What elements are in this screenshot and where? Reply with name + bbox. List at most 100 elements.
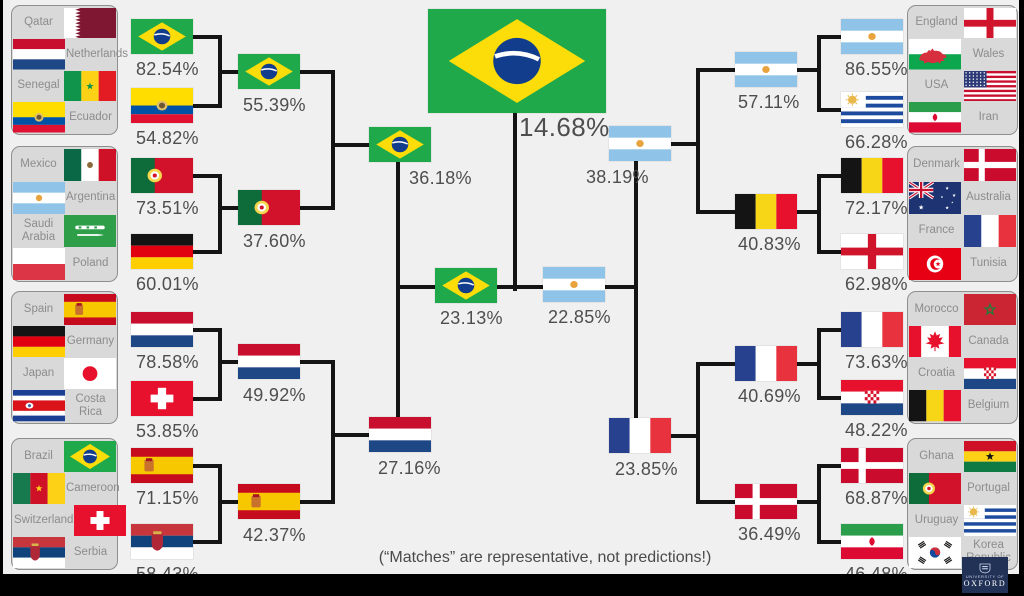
advance-percentage: 57.11%	[738, 92, 800, 112]
team-row: Morocco	[909, 293, 1016, 325]
uruguay-flag-icon	[964, 504, 1016, 536]
netherlands-flag-icon	[13, 39, 65, 70]
caption: (“Matches” are representative, not predi…	[378, 549, 712, 566]
group-box-right-4: Ghana Portugal Uruguay Korea Republic	[907, 438, 1018, 570]
advance-percentage: 82.54%	[136, 59, 199, 79]
team-name: England	[915, 16, 958, 29]
bracket-line	[218, 327, 222, 401]
team-name: Brazil	[24, 449, 53, 462]
morocco-flag-icon	[964, 293, 1016, 325]
team-row: Spain	[13, 293, 116, 325]
advance-percentage: 36.18%	[409, 168, 472, 188]
ghana-flag-icon	[964, 440, 1016, 472]
team-row: Switzerland	[13, 504, 127, 536]
advance-percentage: 68.87%	[845, 488, 908, 508]
advance-percentage: 71.15%	[136, 488, 199, 508]
team-name: Japan	[22, 367, 55, 380]
team-name: Tunisia	[970, 257, 1007, 270]
advance-percentage: 62.98%	[845, 274, 908, 294]
oxford-logo: UNIVERSITY OF OXFORD	[962, 557, 1008, 593]
advance-percentage: 42.37%	[243, 525, 306, 545]
bracket-line	[331, 359, 335, 504]
round16-denmark-flag-icon	[841, 448, 903, 483]
bracket-line	[817, 395, 841, 400]
team-name: Australia	[966, 191, 1011, 204]
team-name: USA	[924, 79, 949, 92]
team-name: Portugal	[967, 481, 1010, 494]
quarterfinal-denmark-flag-icon	[735, 484, 797, 519]
team-row: Australia	[909, 181, 1016, 214]
round16-france-flag-icon	[841, 312, 903, 347]
team-row: Poland	[13, 247, 116, 280]
final-brazil-flag-icon	[435, 268, 497, 303]
advance-percentage: 49.92%	[243, 385, 306, 405]
round16-belgium-flag-icon	[841, 158, 903, 193]
bracket-line	[817, 249, 841, 254]
japan-flag-icon	[64, 358, 116, 390]
bracket-line	[817, 34, 841, 39]
round16-argentina-flag-icon	[841, 19, 903, 54]
group-box-left-3: Spain Germany Japan Costa Rica	[11, 291, 118, 424]
bracket-line	[220, 69, 238, 74]
team-name: France	[918, 224, 955, 237]
germany-flag-icon	[13, 325, 65, 357]
bracket-line	[193, 463, 222, 468]
team-row: Cameroon	[13, 472, 120, 504]
croatia-flag-icon	[964, 358, 1016, 390]
oxford-logo-oxford-text: OXFORD	[963, 578, 1007, 588]
bracket-line	[817, 327, 841, 332]
bracket-line	[193, 327, 222, 332]
advance-percentage: 60.01%	[136, 274, 199, 294]
tunisia-flag-icon	[909, 247, 961, 280]
bracket-line	[817, 539, 841, 544]
advance-percentage: 55.39%	[243, 95, 306, 115]
advance-percentage: 23.13%	[440, 308, 503, 328]
bracket-line	[797, 209, 821, 214]
team-row: USA	[909, 70, 1016, 102]
match-nodes-layer: 82.54% 54.82% 73.51% 60.01% 78.58% 53.85% 71.1…	[3, 0, 1019, 574]
bracket-line	[300, 69, 335, 74]
poland-flag-icon	[13, 247, 65, 280]
team-row: Ghana	[909, 440, 1016, 472]
bracket-line	[396, 160, 400, 419]
round16-uruguay-flag-icon	[841, 92, 903, 127]
bracket-line	[193, 103, 222, 108]
team-row: Netherlands	[13, 39, 128, 71]
team-row: Saudi Arabia	[13, 214, 116, 247]
bracket-line	[218, 173, 222, 254]
group-box-left-4: Brazil Cameroon Switzerland Serbia	[11, 438, 127, 570]
advance-percentage: 78.58%	[136, 352, 199, 372]
team-row: Costa Rica	[13, 390, 116, 422]
team-row: Canada	[909, 325, 1016, 357]
team-name: Belgium	[967, 399, 1010, 412]
team-name: Cameroon	[66, 481, 120, 494]
senegal-flag-icon	[64, 70, 116, 101]
england-flag-icon	[964, 7, 1016, 38]
round16-iran-flag-icon	[841, 524, 903, 559]
team-row: Qatar	[13, 7, 116, 39]
team-name: Qatar	[24, 16, 53, 29]
quarterfinal-portugal-flag-icon	[238, 190, 300, 225]
group-boxes-layer: Qatar Netherlands Senegal Ecuador Mexico Arge…	[3, 0, 1019, 574]
bracket-line	[696, 67, 735, 72]
semifinal-netherlands-flag-icon	[369, 417, 431, 452]
quarterfinal-netherlands-flag-icon	[238, 344, 300, 379]
team-row: Germany	[13, 325, 116, 357]
cameroon-flag-icon	[13, 472, 65, 504]
team-row: Korea Republic	[909, 536, 1016, 568]
team-name: Ghana	[919, 449, 954, 462]
round16-germany-flag-icon	[131, 234, 193, 269]
bracket-line	[696, 209, 735, 214]
team-name: Saudi Arabia	[21, 217, 56, 243]
bracket-line	[797, 499, 821, 504]
bracket-line	[331, 69, 335, 210]
team-row: Brazil	[13, 440, 116, 472]
round16-serbia-flag-icon	[131, 524, 193, 559]
bracket-line	[193, 539, 222, 544]
team-name: Mexico	[20, 158, 57, 171]
advance-percentage: 40.83%	[738, 234, 801, 254]
team-name: Iran	[978, 110, 999, 123]
advance-percentage: 46.48%	[845, 564, 908, 574]
bracket-line	[817, 173, 841, 178]
round16-ecuador-flag-icon	[131, 88, 193, 123]
